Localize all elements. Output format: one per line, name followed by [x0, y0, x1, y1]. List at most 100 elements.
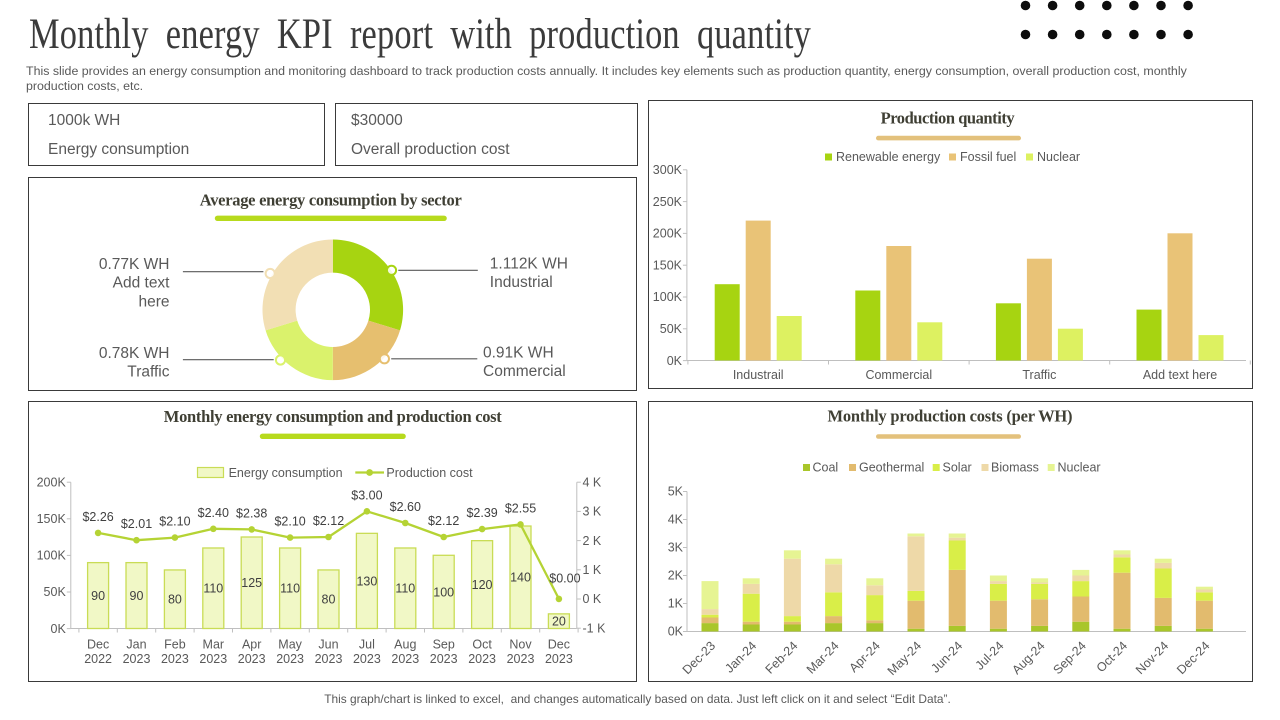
- svg-text:Mar: Mar: [203, 637, 225, 651]
- svg-text:Add text here: Add text here: [1143, 368, 1217, 382]
- svg-text:110: 110: [396, 581, 416, 595]
- svg-text:Production quantity: Production quantity: [881, 109, 1016, 128]
- svg-text:50K: 50K: [660, 322, 683, 336]
- svg-text:2023: 2023: [123, 652, 151, 666]
- svg-text:Jun: Jun: [319, 637, 339, 651]
- svg-text:Production cost: Production cost: [387, 465, 474, 479]
- svg-text:2023: 2023: [200, 652, 228, 666]
- svg-text:Sep: Sep: [433, 637, 455, 651]
- svg-text:4 K: 4 K: [583, 475, 602, 489]
- svg-text:0.91K WH: 0.91K WH: [483, 344, 554, 361]
- svg-text:100K: 100K: [37, 548, 67, 562]
- svg-text:Jul-24: Jul-24: [973, 638, 1007, 672]
- svg-text:1.112K WH: 1.112K WH: [490, 255, 568, 272]
- svg-text:90: 90: [130, 589, 144, 603]
- svg-text:0K: 0K: [668, 624, 684, 638]
- svg-text:here: here: [139, 293, 170, 310]
- svg-text:$2.55: $2.55: [505, 501, 536, 515]
- svg-text:-1 K: -1 K: [583, 621, 607, 635]
- svg-text:90: 90: [91, 589, 105, 603]
- svg-text:Sep-24: Sep-24: [1051, 638, 1089, 676]
- svg-text:Aug-24: Aug-24: [1009, 638, 1047, 676]
- svg-text:2022: 2022: [84, 652, 112, 666]
- svg-text:1K: 1K: [668, 596, 684, 610]
- svg-text:$2.10: $2.10: [275, 514, 306, 528]
- svg-text:$2.12: $2.12: [428, 514, 459, 528]
- svg-text:0.77K WH: 0.77K WH: [99, 255, 170, 272]
- svg-text:Jan-24: Jan-24: [722, 638, 759, 675]
- svg-text:2023: 2023: [276, 652, 304, 666]
- svg-text:Oct: Oct: [473, 637, 493, 651]
- svg-text:2023: 2023: [468, 652, 496, 666]
- svg-text:3 K: 3 K: [583, 504, 602, 518]
- svg-text:2023: 2023: [545, 652, 573, 666]
- svg-text:0 K: 0 K: [583, 592, 602, 606]
- svg-text:300K: 300K: [653, 163, 683, 177]
- svg-text:Traffic: Traffic: [127, 363, 169, 380]
- svg-text:Biomass: Biomass: [991, 460, 1039, 474]
- svg-text:Feb-24: Feb-24: [763, 638, 801, 676]
- svg-text:Industrial: Industrial: [490, 273, 553, 290]
- svg-text:4K: 4K: [668, 512, 684, 526]
- svg-text:Jun-24: Jun-24: [928, 638, 965, 675]
- svg-text:0.78K WH: 0.78K WH: [99, 344, 170, 361]
- svg-text:Dec: Dec: [548, 637, 570, 651]
- svg-text:Commercial: Commercial: [483, 362, 566, 379]
- svg-text:$2.26: $2.26: [83, 509, 114, 523]
- svg-text:200K: 200K: [653, 227, 683, 241]
- svg-text:Jan: Jan: [127, 637, 147, 651]
- svg-text:Nov-24: Nov-24: [1133, 638, 1171, 676]
- svg-text:20: 20: [552, 614, 566, 628]
- svg-text:110: 110: [204, 581, 224, 595]
- svg-text:$3.00: $3.00: [351, 488, 382, 502]
- svg-text:Oct-24: Oct-24: [1094, 638, 1130, 674]
- svg-text:Mar-24: Mar-24: [804, 638, 842, 676]
- svg-text:2023: 2023: [507, 652, 535, 666]
- svg-text:0K: 0K: [667, 354, 683, 368]
- svg-text:100: 100: [433, 585, 454, 599]
- svg-text:250K: 250K: [653, 195, 683, 209]
- svg-text:50K: 50K: [44, 585, 67, 599]
- svg-text:Apr: Apr: [242, 637, 261, 651]
- svg-text:Dec-24: Dec-24: [1174, 638, 1212, 676]
- svg-text:140: 140: [510, 570, 531, 584]
- svg-text:Jul: Jul: [359, 637, 375, 651]
- svg-text:150K: 150K: [653, 258, 683, 272]
- svg-text:0K: 0K: [51, 621, 67, 635]
- svg-text:3K: 3K: [668, 540, 684, 554]
- svg-text:$2.10: $2.10: [159, 514, 190, 528]
- svg-text:Add text: Add text: [113, 274, 171, 291]
- svg-text:Dec: Dec: [87, 637, 109, 651]
- svg-text:Traffic: Traffic: [1022, 368, 1056, 382]
- svg-text:May-24: May-24: [885, 638, 924, 677]
- svg-text:Nov: Nov: [510, 637, 533, 651]
- svg-text:2023: 2023: [315, 652, 343, 666]
- svg-text:$2.60: $2.60: [390, 500, 421, 514]
- svg-text:$2.12: $2.12: [313, 514, 344, 528]
- svg-text:Geothermal: Geothermal: [859, 460, 924, 474]
- svg-text:2023: 2023: [430, 652, 458, 666]
- svg-text:2023: 2023: [161, 652, 189, 666]
- svg-text:1 K: 1 K: [583, 563, 602, 577]
- svg-text:Energy consumption: Energy consumption: [229, 465, 343, 479]
- svg-text:80: 80: [168, 592, 182, 606]
- svg-text:125: 125: [241, 576, 262, 590]
- svg-text:Average energy consumption by: Average energy consumption by sector: [200, 190, 462, 209]
- svg-text:$2.39: $2.39: [467, 506, 498, 520]
- svg-text:120: 120: [472, 578, 493, 592]
- svg-text:Industrail: Industrail: [733, 368, 784, 382]
- svg-text:$2.40: $2.40: [198, 505, 229, 519]
- svg-text:2023: 2023: [353, 652, 381, 666]
- svg-text:Solar: Solar: [943, 460, 972, 474]
- svg-text:Nuclear: Nuclear: [1037, 150, 1080, 164]
- svg-text:Monthly energy consumption a: Monthly energy consumption and productio…: [164, 406, 503, 425]
- svg-text:130: 130: [357, 574, 378, 588]
- svg-text:Monthly production costs (pe: Monthly production costs (per WH): [828, 406, 1073, 425]
- svg-text:Nuclear: Nuclear: [1058, 460, 1101, 474]
- svg-text:200K: 200K: [37, 475, 67, 489]
- svg-text:Coal: Coal: [813, 460, 839, 474]
- svg-text:2K: 2K: [668, 568, 684, 582]
- svg-text:80: 80: [322, 592, 336, 606]
- svg-text:150K: 150K: [37, 512, 67, 526]
- svg-text:110: 110: [280, 581, 300, 595]
